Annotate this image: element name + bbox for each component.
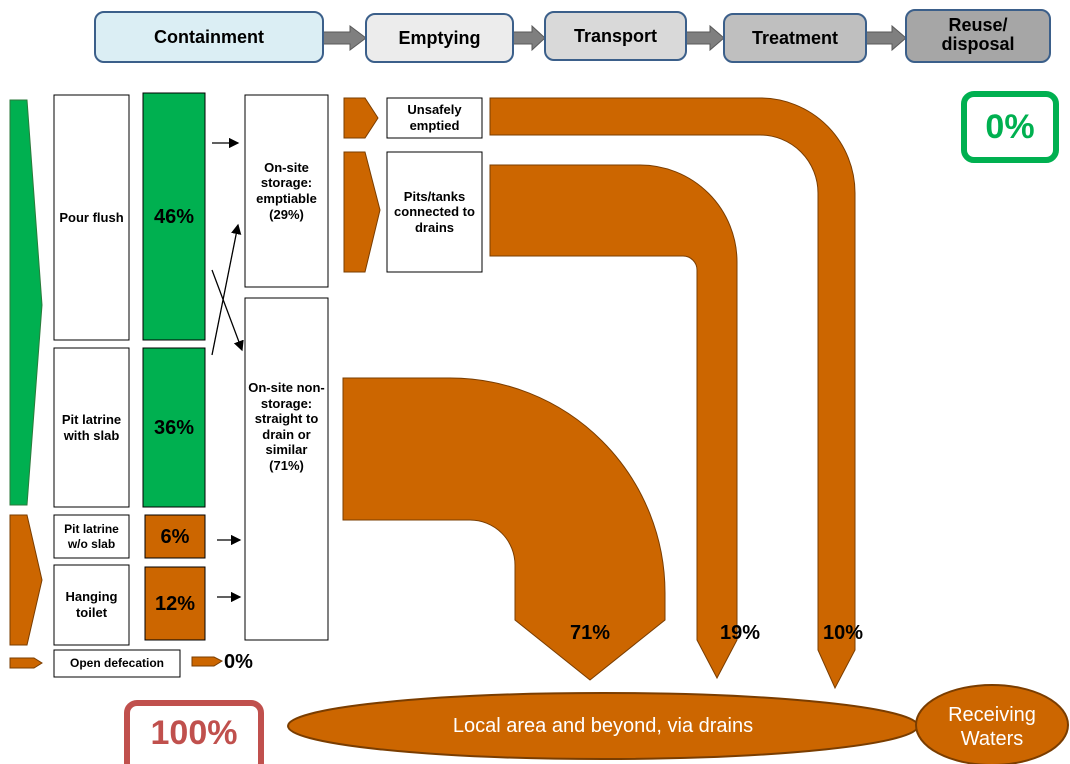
share-label: 36% bbox=[153, 416, 195, 439]
open-defecation-label: Open defecation bbox=[69, 656, 164, 671]
containment-label: Pit latrine with slab bbox=[61, 411, 122, 443]
chevron bbox=[9, 514, 43, 646]
box bbox=[244, 94, 329, 288]
chain-box bbox=[365, 13, 514, 63]
open-defecation-share: 0% bbox=[224, 651, 253, 673]
share-box bbox=[142, 92, 206, 341]
storage-label: On-site non-storage: straight to drain o… bbox=[248, 380, 325, 473]
unsafe-box bbox=[124, 700, 264, 764]
containment-label: Hanging toilet bbox=[65, 589, 118, 620]
chain-label: Emptying bbox=[398, 27, 481, 48]
destination-label: Local area and beyond, via drains bbox=[452, 715, 754, 737]
chevron bbox=[191, 656, 224, 667]
share-box bbox=[144, 514, 206, 559]
chevron bbox=[343, 151, 381, 273]
box bbox=[53, 649, 181, 678]
flow bbox=[489, 97, 856, 690]
chevron bbox=[343, 97, 379, 139]
containment-label: Pour flush bbox=[59, 209, 124, 225]
share-box bbox=[142, 347, 206, 508]
emptying-label: Unsafely emptied bbox=[407, 102, 462, 133]
flow-label: 71% bbox=[569, 622, 611, 644]
emptying-label: Pits/tanks connected to drains bbox=[394, 188, 475, 235]
share-box bbox=[144, 566, 206, 641]
chain-label: Treatment bbox=[751, 27, 839, 48]
box bbox=[386, 151, 483, 273]
receiving-label: Receiving Waters bbox=[948, 704, 1036, 750]
share-label: 6% bbox=[160, 525, 190, 548]
chain-label: Transport bbox=[573, 25, 657, 46]
safe-box bbox=[961, 91, 1059, 163]
chain-label: Containment bbox=[154, 26, 264, 47]
chain-box bbox=[94, 11, 324, 63]
box bbox=[53, 514, 130, 559]
box bbox=[53, 94, 130, 341]
chevron bbox=[9, 99, 43, 506]
arrow bbox=[211, 223, 242, 356]
chevron bbox=[9, 657, 43, 669]
flow bbox=[489, 164, 738, 680]
flow-label: 19% bbox=[719, 622, 761, 644]
chain-box bbox=[544, 11, 687, 61]
box bbox=[244, 297, 329, 641]
safe-share: 0% bbox=[985, 107, 1035, 146]
box bbox=[386, 97, 483, 139]
containment-label: Pit latrine w/o slab bbox=[64, 522, 119, 551]
share-label: 12% bbox=[154, 592, 196, 615]
chain-label: Reuse/ disposal bbox=[941, 15, 1015, 54]
chain-arrows bbox=[322, 24, 907, 52]
box bbox=[53, 564, 130, 646]
chain-box bbox=[905, 9, 1051, 63]
flow bbox=[342, 377, 666, 681]
unsafe-share: 100% bbox=[150, 714, 238, 753]
share-label: 46% bbox=[153, 205, 195, 228]
arrow bbox=[211, 269, 244, 352]
flow-label: 10% bbox=[822, 622, 864, 644]
storage-label: On-site storage: emptiable (29%) bbox=[256, 159, 317, 222]
box bbox=[53, 347, 130, 508]
receiving-ellipse bbox=[915, 684, 1069, 764]
chain-box bbox=[723, 13, 867, 63]
